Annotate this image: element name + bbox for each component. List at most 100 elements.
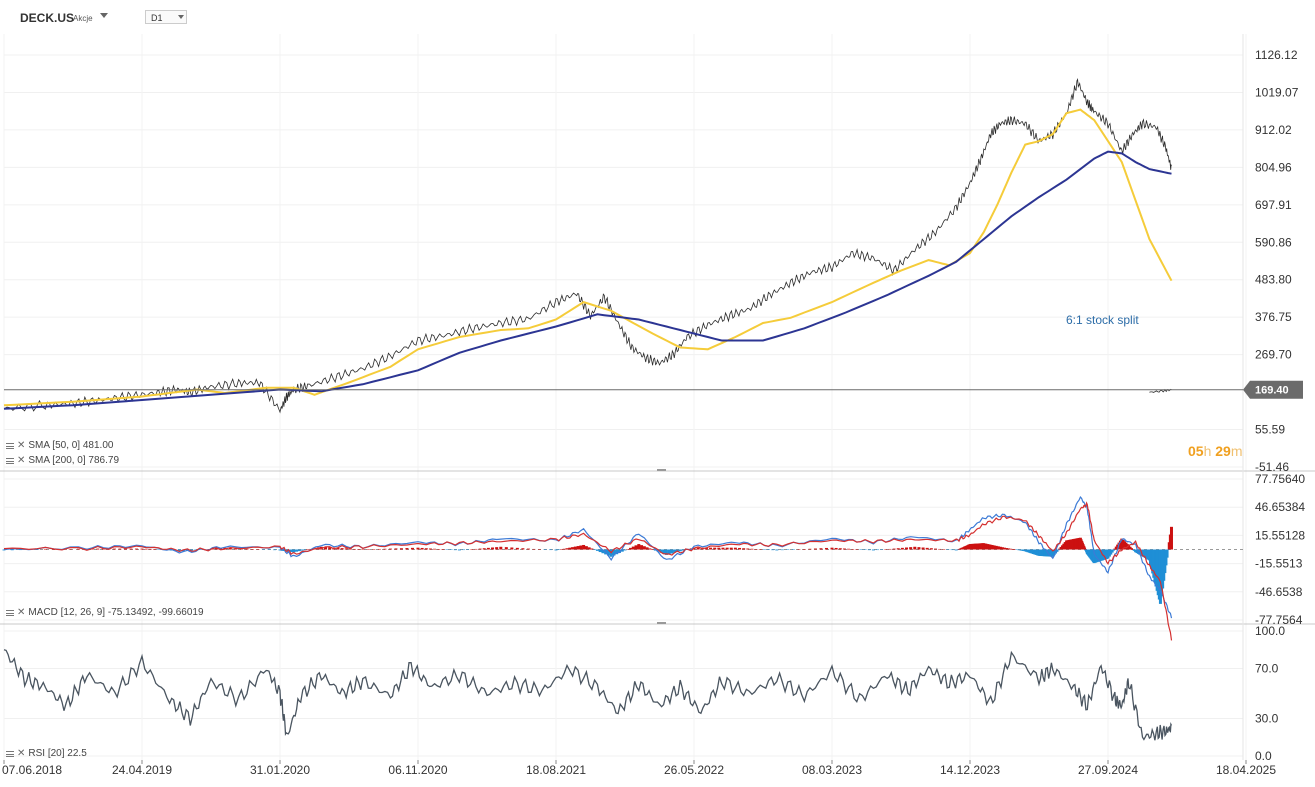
legend-sma50[interactable]: ✕ SMA [50, 0] 481.00 [6,440,113,451]
macd-histogram-bar [169,549,173,551]
macd-histogram-bar [659,549,663,553]
macd-histogram-bar [357,549,361,550]
macd-histogram-bar [813,548,817,550]
panel-resize-handle [657,622,666,624]
macd-histogram-bar [631,546,635,550]
macd-histogram-bar [946,549,950,550]
macd-histogram-bar [738,547,742,550]
macd-tick-label: -46.6538 [1255,585,1303,599]
macd-histogram-bar [925,547,929,550]
macd-histogram-bar [424,548,428,550]
menu-icon[interactable] [6,609,14,616]
macd-histogram-bar [656,549,660,552]
macd-histogram-bar [673,549,677,553]
price-tick-label: 912.02 [1255,123,1292,137]
macd-histogram-bar [573,546,577,550]
macd-histogram-bar [118,548,122,550]
time-axis: 07.06.2018 24.04.2019 31.01.2020 06.11.2020… [2,760,1276,777]
macd-histogram-bar [228,547,232,550]
macd-histogram-bar [112,548,116,550]
macd-histogram-bar [306,549,310,550]
macd-histogram-bar [377,548,381,550]
macd-histogram-bar [859,549,863,550]
macd-histogram-bar [1011,549,1015,550]
price-panel[interactable]: 1126.12 1019.07 912.02 804.96 697.91 590.86 48… [3,48,1303,474]
macd-histogram-bar [324,547,328,550]
macd-histogram-bar [499,546,503,550]
macd-histogram-bar [1021,549,1025,551]
rsi-panel[interactable]: 100.0 70.0 30.0 0.0 [3,624,1285,763]
macd-histogram-bar [670,549,674,554]
macd-histogram-bar [892,548,896,550]
macd-histogram-bar [250,549,254,550]
macd-histogram-bar [466,549,470,550]
macd-histogram-bar [1015,549,1019,550]
close-icon[interactable]: ✕ [17,606,26,618]
macd-histogram-bar [344,548,348,550]
price-tick-label: 1019.07 [1255,85,1299,99]
close-icon[interactable]: ✕ [17,747,26,759]
macd-histogram-bar [206,549,210,550]
macd-histogram-bar [579,545,583,550]
macd-histogram-bar [664,549,668,555]
price-tick-label: -51.46 [1255,460,1289,474]
macd-histogram-bar [10,549,14,551]
macd-histogram-bar [595,549,599,551]
macd-histogram-bar [292,549,296,553]
macd-histogram-bar [1013,549,1017,550]
close-icon[interactable]: ✕ [17,439,26,451]
macd-histogram-bar [388,548,392,550]
time-tick-label: 27.09.2024 [1078,763,1138,777]
macd-histogram-bar [1169,526,1173,550]
macd-histogram-bar [568,547,572,550]
legend-macd[interactable]: ✕ MACD [12, 26, 9] -75.13492, -99.66019 [6,607,204,618]
macd-histogram-bar [123,548,127,550]
rsi-tick-label: 0.0 [1255,749,1272,763]
menu-icon[interactable] [6,442,14,449]
macd-histogram-bar [532,548,536,550]
macd-histogram-bar [775,549,779,551]
macd-panel[interactable]: 77.75640 46.65384 15.55128 -15.5513 -46.6538… [2,472,1306,641]
chevron-down-icon[interactable] [178,15,184,19]
macd-histogram-bar [565,548,569,550]
macd-histogram-bar [148,549,152,550]
macd-histogram-bar [623,549,627,551]
legend-sma200[interactable]: ✕ SMA [200, 0] 786.79 [6,455,119,466]
macd-histogram-bar [1055,549,1059,552]
macd-histogram-bar [637,544,641,550]
macd-histogram-bar [704,547,708,550]
macd-histogram-bar [336,547,340,550]
macd-histogram-bar [667,549,671,555]
menu-icon[interactable] [6,750,14,757]
close-icon[interactable]: ✕ [17,454,26,466]
legend-rsi[interactable]: ✕ RSI [20] 22.5 [6,748,87,759]
macd-histogram-bar [157,549,161,550]
macd-histogram-bar [996,546,1000,550]
macd-histogram-bar [888,548,892,550]
macd-histogram-bar [593,549,597,550]
sma200-line [3,150,1172,410]
macd-histogram-bar [905,547,909,550]
macd-histogram-bar [571,547,575,550]
legend-sma50-text: SMA [50, 0] 481.00 [28,440,114,451]
macd-histogram-bar [988,544,992,550]
macd-histogram-bar [576,546,580,550]
price-tick-label: 269.70 [1255,348,1292,362]
timeframe-select[interactable]: D1 [145,10,187,24]
macd-histogram-bar [504,547,508,550]
macd-histogram-bar [521,548,525,550]
symbol-name[interactable]: DECK.US [20,11,75,25]
price-tick-label: 590.86 [1255,235,1292,249]
timeframe-value: D1 [151,13,163,23]
rsi-axis: 100.0 70.0 30.0 0.0 [1255,624,1285,763]
rsi-tick-label: 100.0 [1255,624,1285,638]
macd-histogram-bar [548,549,552,551]
macd-histogram-bar [1110,549,1114,553]
panel-resize-handle [657,469,666,471]
menu-icon[interactable] [6,457,14,464]
macd-histogram-bar [515,547,519,550]
macd-histogram-bar [994,545,998,550]
macd-histogram-bar [982,543,986,550]
symbol-dropdown-icon[interactable] [100,13,108,18]
